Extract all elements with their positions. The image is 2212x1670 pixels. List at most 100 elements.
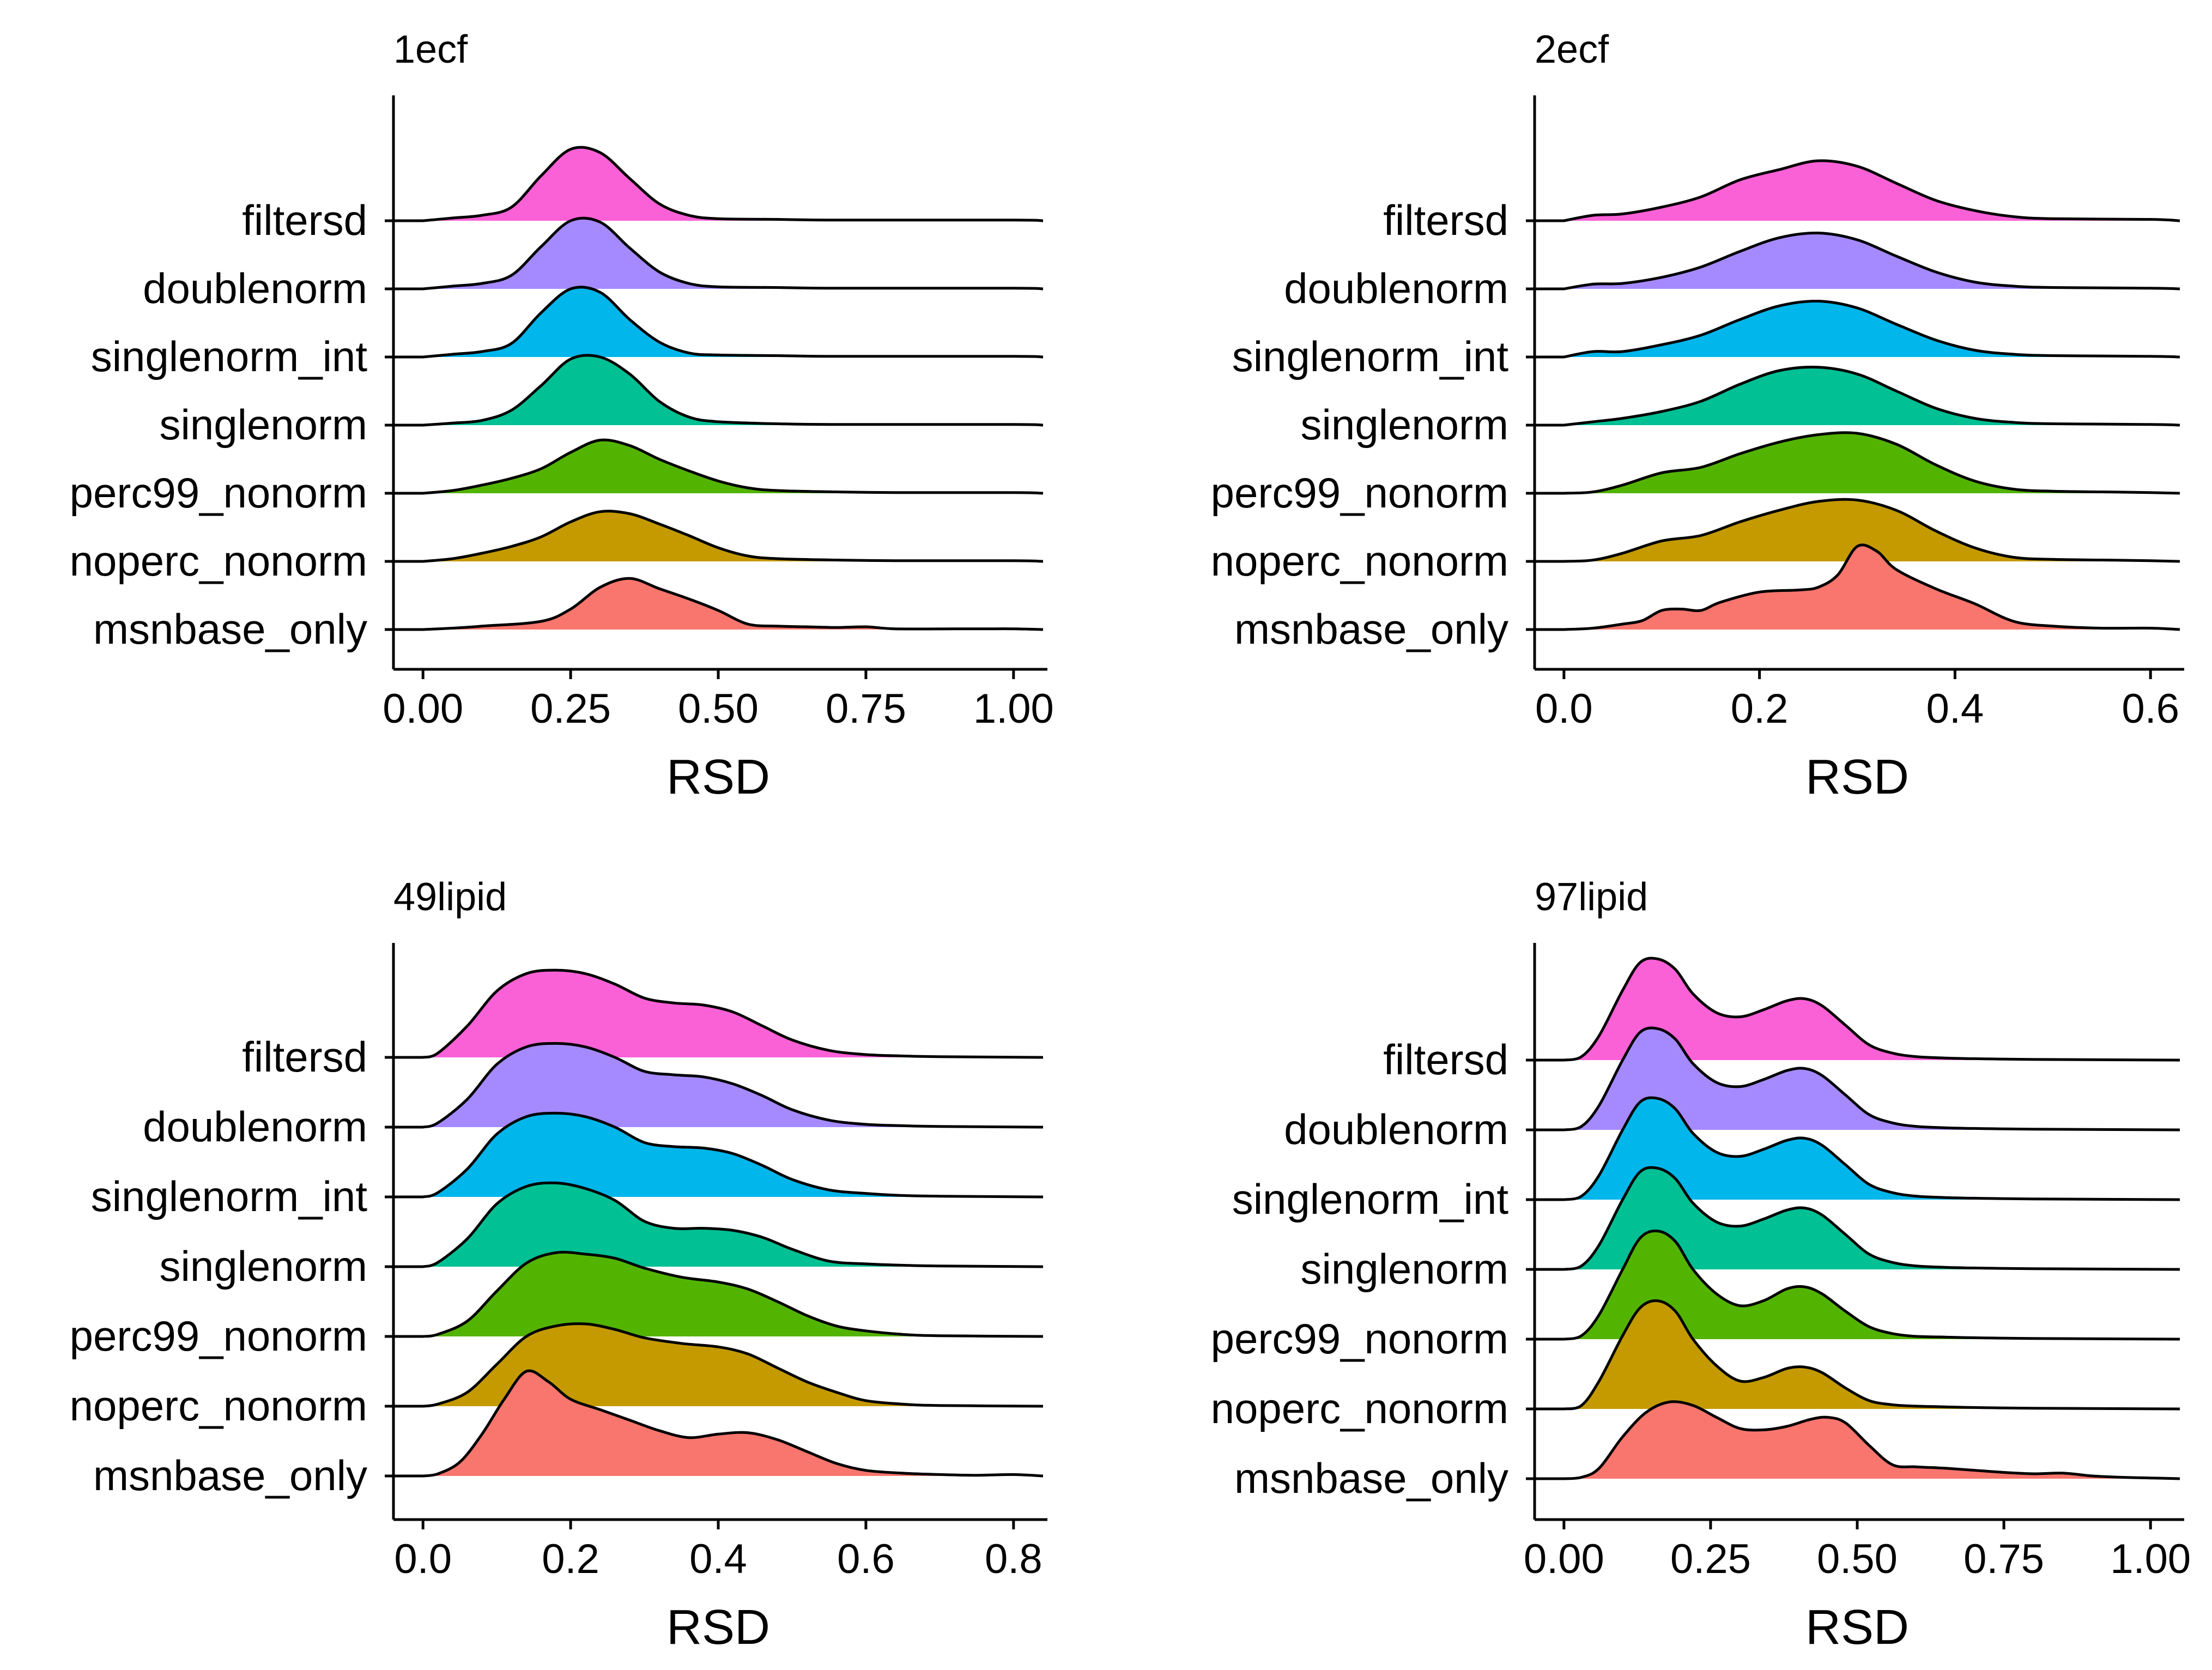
ridge-line-perc99_nonorm [1535,431,2180,495]
ridge-line-noperc_nonorm [393,510,1044,563]
y-label-doublenorm: doublenorm [143,1103,367,1151]
x-tick-label: 0.50 [678,686,759,732]
ridge-line-perc99_nonorm [1535,1229,2180,1341]
ridge-fill-msnbase_only [423,1370,1044,1476]
x-tick-label: 0.6 [837,1536,895,1582]
y-label-singlenorm: singlenorm [159,1242,367,1290]
x-tick-label: 0.0 [1535,686,1593,732]
y-label-singlenorm_int: singlenorm_int [91,332,368,380]
ridge-line-singlenorm [393,354,1044,427]
ridge-line-filtersd [1535,159,2180,222]
ridge-line-perc99_nonorm [393,438,1044,495]
ridge-line-perc99_nonorm [393,1250,1044,1338]
ridge-line-msnbase_only [393,577,1044,631]
panel-1ecf: 1ecf filtersd doublenorm singlenorm_intsing… [70,28,1054,804]
x-axis-title: RSD [666,750,770,804]
ridge-fill-doublenorm [423,218,1044,289]
ridge-line-filtersd [393,146,1044,222]
x-axis-title: RSD [1805,1600,1909,1655]
x-tick-label: 0.4 [1926,686,1984,732]
panels-container: 1ecffiltersddoublenormsinglenorm_intsing… [70,28,2191,1655]
y-label-noperc_nonorm: noperc_nonorm [70,1382,367,1430]
y-label-perc99_nonorm: perc99_nonorm [70,469,367,517]
y-label-msnbase_only: msnbase_only [93,1451,367,1499]
ridge-fill-filtersd [1563,958,2180,1060]
y-label-noperc_nonorm: noperc_nonorm [70,537,367,585]
y-label-msnbase_only: msnbase_only [1234,605,1508,653]
y-label-singlenorm_int: singlenorm_int [1232,1175,1509,1223]
x-tick-label: 0.75 [1963,1536,2044,1582]
y-label-noperc_nonorm: noperc_nonorm [1211,537,1508,585]
ridge-line-doublenorm [393,1042,1044,1129]
x-tick-label: 0.2 [542,1536,599,1582]
x-tick-label: 0.4 [689,1536,747,1582]
ridge-fill-singlenorm [423,355,1044,425]
ridge-line-singlenorm_int [393,286,1044,359]
ridge-fill-perc99_nonorm [1563,1231,2180,1339]
panel-2ecf: 2ecf filtersd doublenorm singlenorm_intsing… [1211,28,2184,804]
panel-title: 97lipid [1535,875,1648,919]
ridge-line-doublenorm [1535,1026,2180,1132]
ridge-line-noperc_nonorm [1535,498,2180,563]
ridge-line-singlenorm_int [1535,299,2180,359]
ridge-line-singlenorm [1535,366,2180,427]
x-axis-title: RSD [666,1600,770,1655]
x-tick-label: 0.25 [1670,1536,1751,1582]
panel-title: 2ecf [1535,28,1609,71]
ridge-fill-singlenorm [423,1183,1044,1267]
y-label-msnbase_only: msnbase_only [1234,1454,1508,1502]
y-label-singlenorm: singlenorm [159,401,367,449]
ridge-fill-noperc_nonorm [1563,499,2180,561]
ridge-fill-noperc_nonorm [1563,1300,2180,1409]
y-label-msnbase_only: msnbase_only [93,605,367,653]
ridge-line-filtersd [393,969,1044,1059]
x-tick-label: 0.8 [985,1536,1043,1582]
y-label-singlenorm: singlenorm [1300,1245,1508,1293]
y-label-singlenorm: singlenorm [1300,401,1508,449]
ridge-fill-singlenorm_int [1563,1097,2180,1200]
ridge-line-singlenorm_int [1535,1096,2180,1201]
ridge-fill-perc99_nonorm [1563,432,2180,493]
x-tick-label: 0.00 [1524,1536,1604,1582]
ridge-fill-perc99_nonorm [423,1252,1044,1336]
ridge-line-singlenorm_int [393,1111,1044,1199]
y-label-noperc_nonorm: noperc_nonorm [1211,1384,1508,1432]
ridge-fill-singlenorm_int [423,287,1044,357]
x-tick-label: 1.00 [2110,1536,2191,1582]
ridge-line-msnbase_only [1535,543,2180,631]
ridge-fill-filtersd [423,147,1044,221]
ridge-line-singlenorm [1535,1166,2180,1271]
x-tick-label: 1.00 [973,686,1054,732]
ridge-fill-msnbase_only [1563,1401,2180,1479]
ridge-line-doublenorm [1535,231,2180,291]
ridge-fill-doublenorm [1563,1027,2180,1130]
ridge-line-noperc_nonorm [1535,1299,2180,1411]
x-tick-label: 0.75 [826,686,906,732]
ridge-fill-filtersd [1563,160,2180,221]
y-label-doublenorm: doublenorm [1284,264,1508,312]
y-label-perc99_nonorm: perc99_nonorm [1211,469,1508,517]
ridge-line-msnbase_only [1535,1400,2180,1480]
x-tick-label: 0.0 [394,1536,452,1582]
y-label-filtersd: filtersd [242,1033,367,1081]
ridge-line-filtersd [1535,957,2180,1062]
y-label-perc99_nonorm: perc99_nonorm [70,1312,367,1360]
ridge-fill-singlenorm_int [1563,301,2180,357]
ridge-line-doublenorm [393,216,1044,291]
ridge-line-singlenorm [393,1181,1044,1268]
x-tick-label: 0.25 [530,686,611,732]
ridge-line-noperc_nonorm [393,1322,1044,1408]
ridge-fill-doublenorm [1563,233,2180,289]
ridge-fill-msnbase_only [1563,544,2180,630]
panel-title: 49lipid [393,875,507,919]
ridge-fill-msnbase_only [423,578,1044,630]
x-tick-label: 0.50 [1817,1536,1898,1582]
x-tick-label: 0.6 [2122,686,2179,732]
panel-title: 1ecf [393,28,468,71]
y-label-perc99_nonorm: perc99_nonorm [1211,1315,1508,1363]
ridge-fill-noperc_nonorm [423,1323,1044,1406]
x-tick-label: 0.00 [383,686,463,732]
ridge-line-msnbase_only [393,1369,1044,1478]
y-label-filtersd: filtersd [1383,1036,1508,1084]
